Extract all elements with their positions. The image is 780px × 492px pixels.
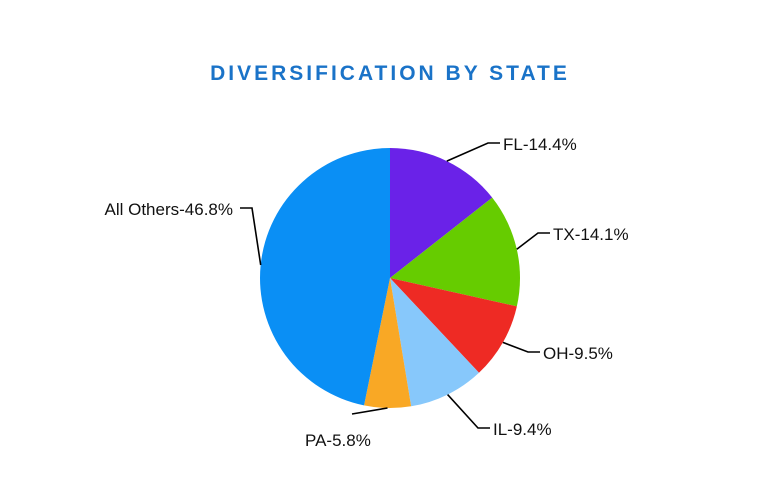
pie-slice-all-others (260, 148, 390, 406)
leader-line-oh (502, 341, 540, 353)
leader-line-fl (446, 142, 500, 162)
pie-slice-fl (390, 148, 493, 278)
leader-line-all-others (240, 207, 262, 266)
data-label-pa: PA-5.8% (305, 431, 371, 450)
data-label-all-others: All Others-46.8% (105, 200, 234, 219)
chart-title: DIVERSIFICATION BY STATE (210, 62, 570, 85)
data-label-il: IL-9.4% (493, 420, 552, 439)
pie-slice-tx (390, 197, 521, 307)
pie-slice-oh (390, 278, 517, 373)
pie-slice-pa (364, 278, 412, 408)
pie-slice-il (390, 278, 479, 407)
leader-line-il (447, 394, 490, 429)
data-label-oh: OH-9.5% (543, 344, 613, 363)
leader-line-pa (351, 407, 388, 415)
leader-line-tx (516, 232, 550, 250)
data-label-fl: FL-14.4% (503, 135, 577, 154)
data-label-tx: TX-14.1% (553, 225, 629, 244)
